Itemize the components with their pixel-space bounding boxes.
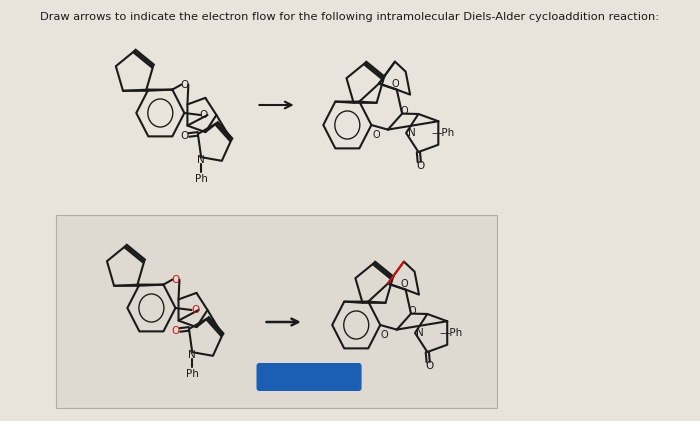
Text: Ph: Ph — [186, 369, 199, 379]
Text: ✎ Edit Drawing: ✎ Edit Drawing — [270, 372, 349, 382]
Text: O: O — [409, 306, 416, 316]
Text: —Ph: —Ph — [431, 128, 454, 138]
Text: O: O — [199, 110, 208, 120]
Text: O: O — [181, 80, 189, 90]
Text: O: O — [391, 79, 399, 88]
Text: O: O — [381, 330, 388, 340]
FancyBboxPatch shape — [56, 215, 497, 408]
Text: N: N — [416, 328, 424, 338]
Text: Ph: Ph — [195, 174, 208, 184]
Text: —Ph: —Ph — [440, 328, 463, 338]
Text: N: N — [188, 350, 196, 360]
Text: O: O — [400, 279, 407, 289]
Text: O: O — [372, 130, 379, 140]
Text: O: O — [400, 106, 407, 116]
Text: O: O — [181, 131, 188, 141]
Text: Draw arrows to indicate the electron flow for the following intramolecular Diels: Draw arrows to indicate the electron flo… — [41, 12, 659, 22]
Text: O: O — [425, 361, 433, 371]
Text: O: O — [172, 274, 180, 285]
Text: O: O — [191, 305, 200, 315]
FancyBboxPatch shape — [256, 363, 362, 391]
Text: N: N — [197, 155, 205, 165]
Text: O: O — [172, 326, 180, 336]
Text: N: N — [407, 128, 415, 138]
Text: O: O — [416, 161, 424, 171]
